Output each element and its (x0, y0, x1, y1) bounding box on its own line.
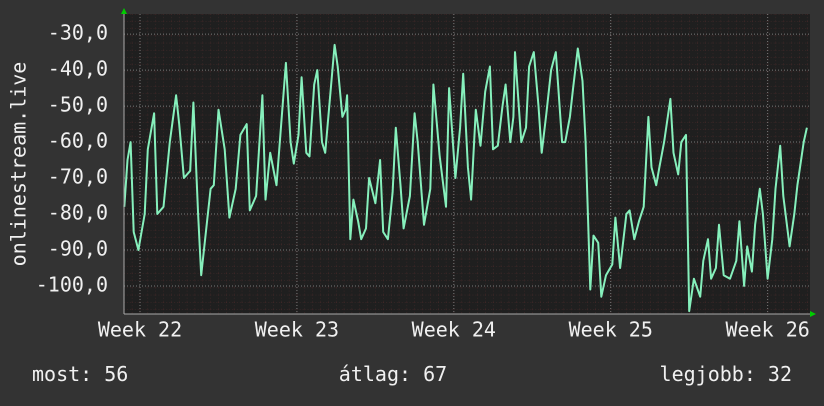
y-arrow (121, 8, 127, 14)
footer-avg: átlag: 67 (339, 362, 447, 386)
series (123, 43, 808, 313)
y-axis-title: onlinestream.live (7, 62, 31, 267)
x-arrow (810, 311, 816, 317)
y-tick-label: -60,0 (48, 129, 108, 153)
y-tick-label: -70,0 (48, 165, 108, 189)
x-tick-label: Week 25 (569, 318, 653, 342)
y-tick-label: -90,0 (48, 236, 108, 260)
data-line (123, 43, 808, 313)
y-tick-label: -40,0 (48, 57, 108, 81)
x-tick-label: Week 23 (255, 318, 339, 342)
x-tick-label: Week 26 (725, 318, 809, 342)
footer-value: 32 (768, 362, 792, 386)
footer-value: 67 (423, 362, 447, 386)
footer-label: átlag: (339, 362, 411, 386)
footer-value: 56 (104, 362, 128, 386)
footer-most: most: 56 (32, 362, 128, 386)
y-tick-label: -100,0 (36, 272, 108, 296)
footer-best: legjobb: 32 (660, 362, 792, 386)
y-tick-label: -50,0 (48, 93, 108, 117)
x-tick-label: Week 22 (98, 318, 182, 342)
footer-label: most: (32, 362, 92, 386)
y-tick-label: -80,0 (48, 201, 108, 225)
y-tick-label: -30,0 (48, 21, 108, 45)
footer-label: legjobb: (660, 362, 756, 386)
labels: -30,0 -40,0 -50,0 -60,0 -70,0 -80,0 -90,0 -100,… (36, 21, 810, 342)
x-tick-label: Week 24 (412, 318, 496, 342)
